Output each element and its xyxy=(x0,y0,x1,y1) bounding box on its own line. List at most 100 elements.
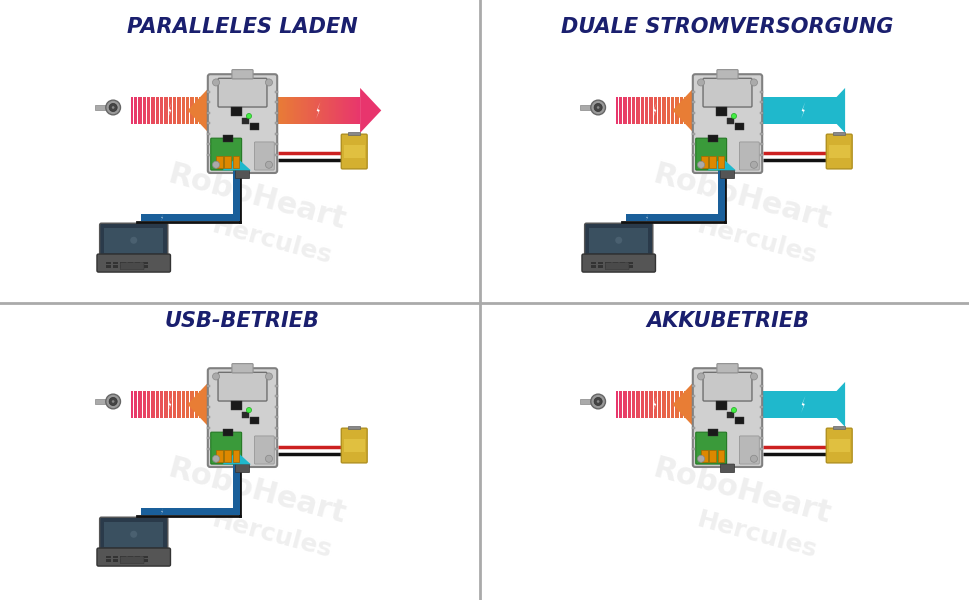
Bar xyxy=(668,97,669,124)
Bar xyxy=(120,559,126,562)
Bar xyxy=(673,97,674,124)
Bar xyxy=(691,91,695,93)
Bar xyxy=(206,391,207,418)
Bar xyxy=(627,265,632,268)
Circle shape xyxy=(596,400,599,403)
Bar xyxy=(131,97,132,124)
Bar xyxy=(616,97,618,124)
Bar xyxy=(162,97,163,124)
Bar xyxy=(339,97,340,124)
Bar xyxy=(141,97,142,124)
Circle shape xyxy=(109,397,117,406)
Bar xyxy=(344,145,364,158)
Bar xyxy=(639,97,640,124)
Bar xyxy=(334,97,336,124)
Bar xyxy=(274,406,278,408)
Bar xyxy=(668,391,669,418)
Bar xyxy=(759,143,763,145)
Bar xyxy=(146,97,147,124)
Bar xyxy=(677,97,678,124)
Bar xyxy=(590,265,596,268)
Bar xyxy=(307,97,308,124)
Bar xyxy=(195,391,196,418)
Bar xyxy=(598,262,603,264)
Bar xyxy=(139,97,140,124)
Bar xyxy=(832,426,844,430)
Bar xyxy=(330,97,332,124)
FancyBboxPatch shape xyxy=(703,373,751,401)
Bar xyxy=(311,97,313,124)
Bar xyxy=(106,556,111,558)
Bar xyxy=(615,391,616,418)
Circle shape xyxy=(246,113,251,119)
Circle shape xyxy=(750,455,757,462)
Bar xyxy=(206,406,210,408)
Bar xyxy=(688,391,689,418)
Bar xyxy=(170,97,171,124)
Bar xyxy=(192,97,193,124)
Circle shape xyxy=(697,79,703,86)
Bar xyxy=(657,391,658,418)
Polygon shape xyxy=(168,102,172,119)
Bar xyxy=(196,391,197,418)
Bar xyxy=(685,97,686,124)
Bar xyxy=(660,97,661,124)
Bar xyxy=(684,97,685,124)
Bar xyxy=(679,391,680,418)
FancyBboxPatch shape xyxy=(235,464,249,473)
Bar xyxy=(327,97,328,124)
Bar xyxy=(148,97,149,124)
Bar xyxy=(691,406,695,408)
Bar xyxy=(165,97,166,124)
Bar xyxy=(652,97,653,124)
Bar xyxy=(828,439,849,452)
Bar xyxy=(340,97,342,124)
Bar xyxy=(105,522,163,547)
Bar xyxy=(644,97,645,124)
Bar xyxy=(287,97,289,124)
Polygon shape xyxy=(800,102,804,119)
Bar xyxy=(759,91,763,93)
Bar xyxy=(106,262,111,264)
Bar xyxy=(201,97,202,124)
Bar xyxy=(664,391,665,418)
Bar xyxy=(589,228,647,253)
Bar xyxy=(216,156,222,168)
FancyBboxPatch shape xyxy=(120,557,143,564)
Bar xyxy=(629,97,630,124)
Bar xyxy=(135,391,136,418)
Bar xyxy=(633,391,634,418)
Bar xyxy=(759,122,763,124)
Bar xyxy=(761,97,844,124)
Bar xyxy=(156,97,157,124)
Bar xyxy=(343,97,345,124)
Bar xyxy=(676,391,677,418)
Bar xyxy=(623,391,624,418)
Bar xyxy=(634,391,635,418)
Bar xyxy=(173,97,174,124)
Text: Hercules: Hercules xyxy=(209,214,334,269)
Bar xyxy=(206,427,210,429)
Bar xyxy=(183,391,184,418)
Bar xyxy=(234,464,239,515)
Bar xyxy=(139,391,140,418)
Bar xyxy=(105,228,163,253)
Bar xyxy=(132,97,134,124)
FancyBboxPatch shape xyxy=(720,170,734,179)
Bar xyxy=(687,97,688,124)
Circle shape xyxy=(266,79,272,86)
Bar xyxy=(173,391,174,418)
Circle shape xyxy=(596,106,599,109)
FancyBboxPatch shape xyxy=(716,70,737,79)
Bar xyxy=(141,214,236,221)
Bar xyxy=(649,97,650,124)
Bar xyxy=(329,97,330,124)
Bar xyxy=(665,97,666,124)
Bar xyxy=(144,97,145,124)
Bar xyxy=(630,97,631,124)
Bar xyxy=(308,97,310,124)
Bar xyxy=(619,262,625,264)
Bar xyxy=(665,391,666,418)
Bar xyxy=(622,391,623,418)
Bar xyxy=(206,133,210,135)
